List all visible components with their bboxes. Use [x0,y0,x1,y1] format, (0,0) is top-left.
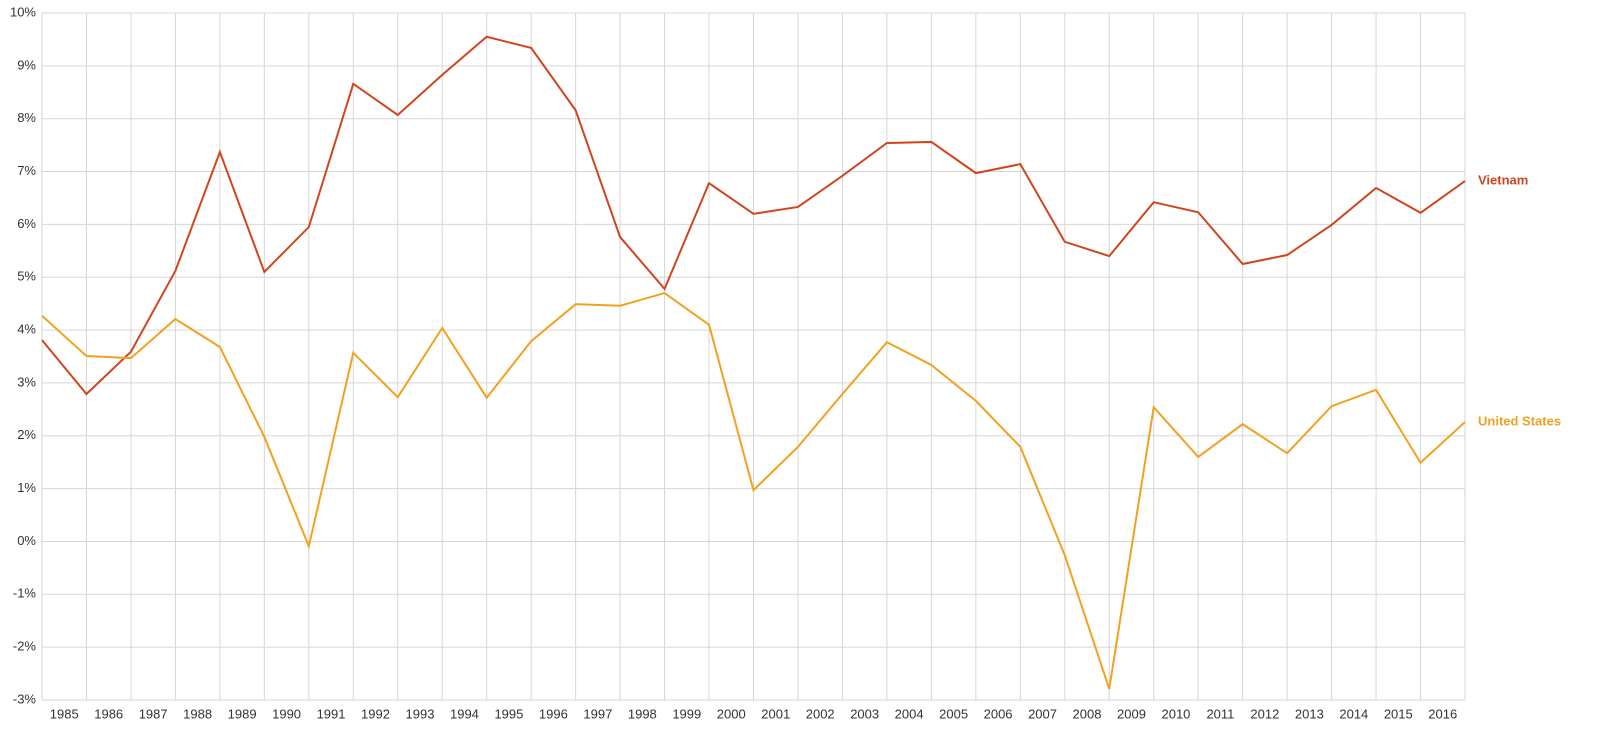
y-tick-label: 6% [17,216,36,231]
x-tick-label: 1990 [272,706,301,721]
x-tick-label: 1988 [183,706,212,721]
y-tick-label: 8% [17,110,36,125]
x-tick-label: 1989 [228,706,257,721]
x-tick-label: 2014 [1339,706,1368,721]
y-tick-label: 10% [10,4,36,19]
series-line [41,35,1466,396]
y-tick-label: 7% [17,163,36,178]
x-tick-label: 2007 [1028,706,1057,721]
y-tick-label: 1% [17,480,36,495]
x-tick-label: 1985 [50,706,79,721]
x-tick-label: 2005 [939,706,968,721]
y-tick-label: -3% [13,691,37,706]
y-tick-label: -1% [13,586,37,601]
x-tick-label: 2016 [1428,706,1457,721]
x-tick-label: 2000 [717,706,746,721]
x-tick-label: 1987 [139,706,168,721]
x-tick-label: 1994 [450,706,479,721]
y-tick-label: 5% [17,269,36,284]
x-tick-label: 1998 [628,706,657,721]
x-tick-label: 2009 [1117,706,1146,721]
y-tick-label: -2% [13,639,37,654]
x-tick-label: 1997 [583,706,612,721]
x-tick-label: 1995 [494,706,523,721]
x-tick-label: 2001 [761,706,790,721]
x-tick-label: 2006 [984,706,1013,721]
x-tick-label: 1996 [539,706,568,721]
x-tick-label: 1999 [672,706,701,721]
y-tick-label: 3% [17,374,36,389]
series-label: United States [1478,413,1561,428]
x-tick-label: 2008 [1073,706,1102,721]
x-tick-label: 1991 [317,706,346,721]
x-tick-label: 1993 [406,706,435,721]
x-tick-label: 2011 [1206,706,1234,721]
y-tick-label: 0% [17,533,36,548]
x-tick-label: 1992 [361,706,390,721]
x-tick-label: 1986 [94,706,123,721]
x-tick-label: 2004 [895,706,924,721]
y-tick-label: 4% [17,322,36,337]
x-tick-label: 2003 [850,706,879,721]
y-tick-label: 9% [17,57,36,72]
series-label: Vietnam [1478,172,1528,187]
y-tick-label: 2% [17,427,36,442]
x-tick-label: 2002 [806,706,835,721]
series-line [41,291,1466,690]
x-tick-label: 2010 [1161,706,1190,721]
x-tick-label: 2012 [1250,706,1279,721]
x-tick-label: 2013 [1295,706,1324,721]
x-tick-label: 2015 [1384,706,1413,721]
